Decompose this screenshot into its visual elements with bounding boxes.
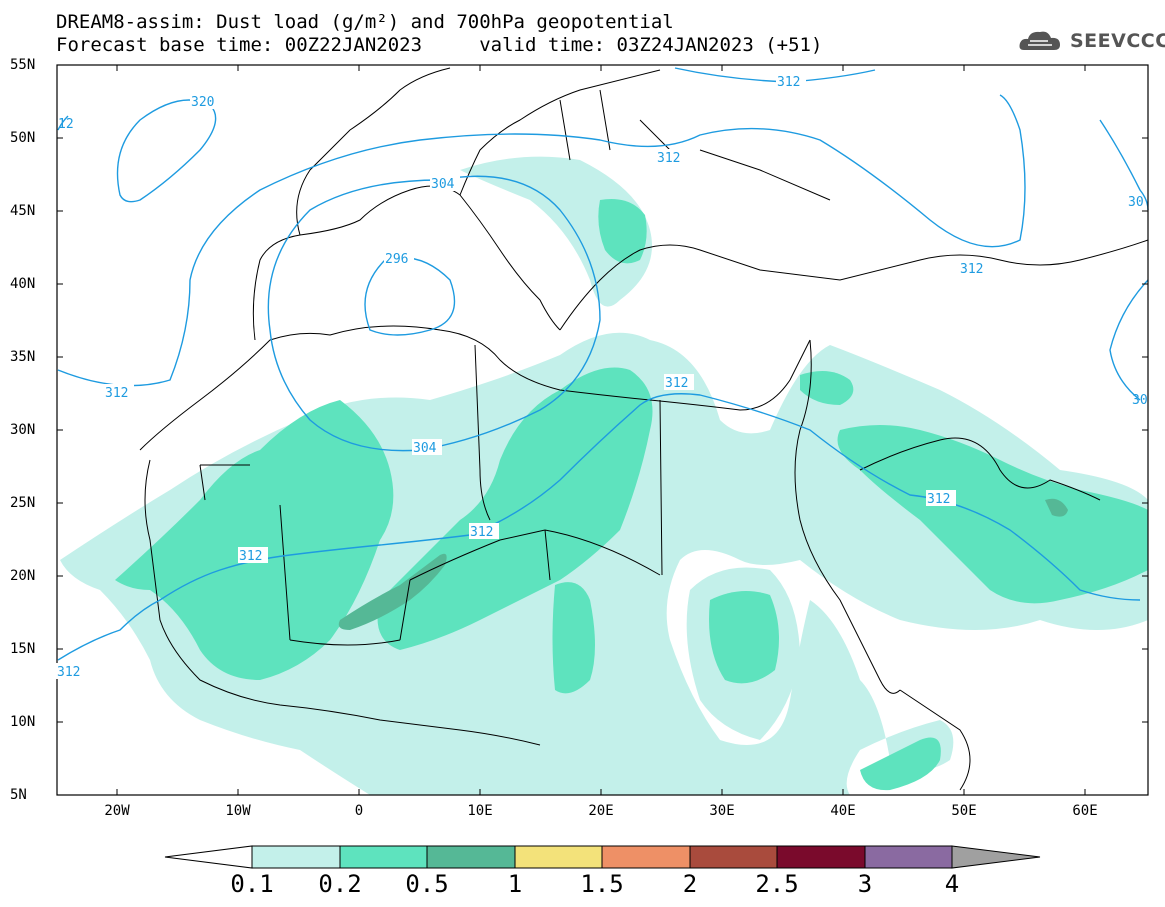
dust-shade-mid-ethiopia [709, 591, 779, 684]
contour-312-b [57, 393, 1141, 661]
dust-shade-light-balkans [460, 156, 652, 307]
dust-shade-mid-arabia [837, 425, 1148, 604]
lon-label: 20W [104, 803, 130, 819]
lon-label: 0 [354, 803, 364, 819]
colorbar-label: 0.5 [405, 870, 449, 898]
colorbar-label: 4 [944, 870, 960, 898]
geopotential-contours [57, 67, 1149, 661]
dust-shade-mid-somalia [860, 737, 941, 791]
contour-320 [116, 99, 217, 203]
contour-300-east [1099, 119, 1149, 211]
colorbar-label: 0.1 [230, 870, 274, 898]
colorbar-label: 2 [682, 870, 698, 898]
dust-shade-mid-central [377, 367, 653, 650]
colorbar-label: 3 [857, 870, 873, 898]
lon-label: 10W [225, 803, 251, 819]
lon-label: 10E [467, 803, 493, 819]
lat-label: 40N [10, 276, 36, 292]
contour-312-c [674, 67, 876, 83]
dust-shade-mid-sudan [552, 582, 595, 694]
lat-label: 55N [10, 57, 36, 73]
lon-label: 40E [830, 803, 856, 819]
lat-label: 5N [10, 787, 27, 803]
contour-label: 312 [960, 262, 983, 277]
lat-label: 45N [10, 203, 36, 219]
contour-label: 30 [1128, 195, 1144, 210]
contour-label: 312 [57, 665, 80, 680]
map-title: DREAM8-assim: Dust load (g/m²) and 700hP… [56, 11, 674, 33]
contour-304 [267, 175, 601, 452]
coastlines [139, 67, 1149, 791]
colorbar-label: 2.5 [755, 870, 799, 898]
lon-label: 20E [588, 803, 614, 819]
lon-label: 30E [709, 803, 735, 819]
contour-label: 312 [105, 386, 128, 401]
dust-shade-dark-gulf [1045, 498, 1068, 517]
dust-load-shading [60, 156, 1148, 795]
contour-label: 312 [927, 492, 950, 507]
contour-label: 312 [777, 75, 800, 90]
lon-label: 50E [951, 803, 977, 819]
contour-label: 30 [1132, 393, 1148, 408]
colorbar-label: 1.5 [580, 870, 624, 898]
contour-label: 312 [657, 151, 680, 166]
lat-label: 25N [10, 495, 36, 511]
contour-label: 312 [665, 376, 688, 391]
cloud-logo-icon [1019, 31, 1060, 50]
contour-label: 320 [191, 95, 214, 110]
lat-label: 10N [10, 714, 36, 730]
lat-label: 50N [10, 130, 36, 146]
lat-label: 20N [10, 568, 36, 584]
dust-shade-dark [338, 553, 447, 630]
contour-label: 12 [58, 117, 74, 132]
contour-296 [364, 256, 456, 336]
dust-shade-mid-levant [800, 371, 854, 405]
lat-label: 15N [10, 641, 36, 657]
lat-label: 35N [10, 349, 36, 365]
dust-shade-mid-balkans [598, 199, 647, 264]
forecast-times: Forecast base time: 00Z22JAN2023 valid t… [56, 34, 823, 56]
axis-ticks [57, 64, 1148, 796]
lat-label: 30N [10, 422, 36, 438]
colorbar-label: 1 [507, 870, 523, 898]
contour-label: 304 [413, 441, 437, 456]
contour-label: 304 [431, 177, 455, 192]
lon-label: 60E [1072, 803, 1098, 819]
contour-312-a [57, 94, 1026, 387]
contour-300-east-b [1109, 279, 1149, 401]
contour-label: 312 [239, 549, 262, 564]
contour-12-frag [57, 115, 69, 131]
colorbar-label: 0.2 [318, 870, 362, 898]
contour-label: 296 [385, 252, 408, 267]
contour-label: 312 [470, 525, 493, 540]
logo-text: SEEVCCC [1070, 30, 1165, 52]
dust-shade-mid-west [115, 400, 394, 680]
